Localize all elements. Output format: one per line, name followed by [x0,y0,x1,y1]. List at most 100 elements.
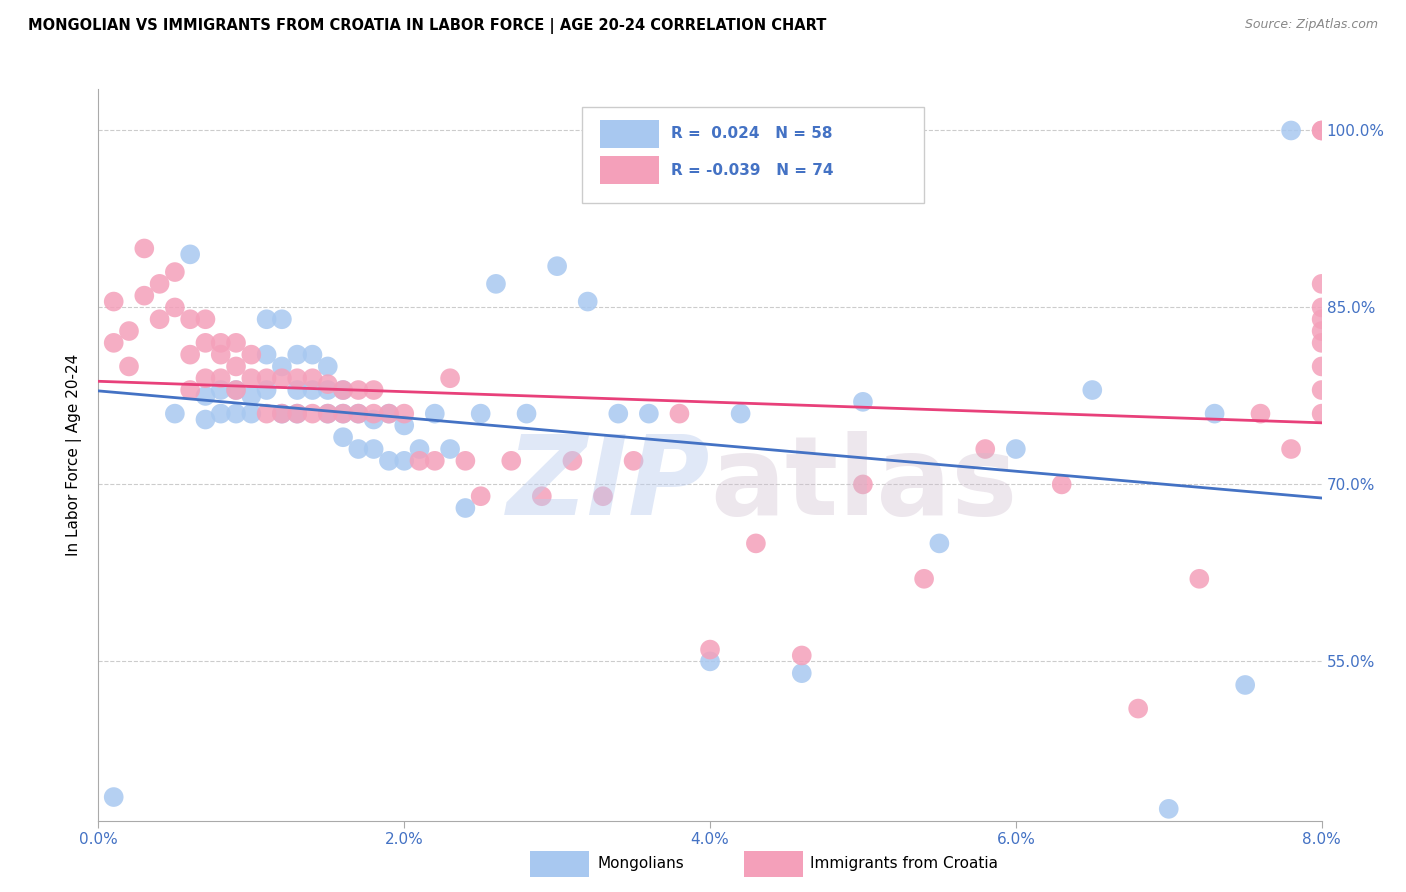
Point [163,301,186,315]
Point [285,348,308,362]
Point [240,371,263,385]
Point [1081,383,1104,397]
Point [1310,335,1333,350]
FancyBboxPatch shape [582,108,924,202]
Point [363,412,385,426]
Text: atlas: atlas [710,431,1018,538]
Point [1204,407,1226,421]
Point [270,359,294,374]
Point [592,489,614,503]
Point [149,312,172,326]
Point [1310,324,1333,338]
Point [392,418,416,433]
Point [194,312,217,326]
Point [347,442,370,456]
Point [1050,477,1073,491]
Point [332,407,354,421]
Point [316,377,339,392]
Point [301,348,323,362]
Point [790,666,813,681]
Point [332,430,354,444]
Point [470,407,492,421]
Point [423,407,446,421]
Point [637,407,661,421]
Point [392,454,416,468]
Point [256,407,278,421]
Point [285,407,308,421]
Point [1128,701,1150,715]
Point [103,335,125,350]
Point [194,412,217,426]
Point [134,288,156,302]
Point [285,383,308,397]
Point [163,407,186,421]
Point [209,371,232,385]
Text: R = -0.039   N = 74: R = -0.039 N = 74 [671,163,834,178]
Point [118,324,141,338]
Point [546,259,568,273]
Point [1310,359,1333,374]
Point [699,654,721,668]
Text: Mongolians: Mongolians [598,856,685,871]
Point [118,359,141,374]
Point [316,407,339,421]
Text: R =  0.024   N = 58: R = 0.024 N = 58 [671,127,832,141]
Point [485,277,508,291]
Point [974,442,997,456]
Point [576,294,599,309]
Point [607,407,630,421]
Point [209,335,232,350]
Point [1310,407,1333,421]
Point [225,407,247,421]
Point [852,394,875,409]
Point [454,501,477,516]
Point [194,371,217,385]
Point [1188,572,1211,586]
Point [347,407,370,421]
Text: ZIP: ZIP [506,431,710,538]
Point [623,454,645,468]
Point [270,407,294,421]
Point [852,477,875,491]
Point [103,294,125,309]
Point [163,265,186,279]
Point [423,454,446,468]
Point [912,572,935,586]
Point [256,312,278,326]
Point [439,371,461,385]
Text: MONGOLIAN VS IMMIGRANTS FROM CROATIA IN LABOR FORCE | AGE 20-24 CORRELATION CHAR: MONGOLIAN VS IMMIGRANTS FROM CROATIA IN … [28,18,827,34]
Point [225,335,247,350]
Text: Source: ZipAtlas.com: Source: ZipAtlas.com [1244,18,1378,31]
Point [1249,407,1271,421]
Point [194,335,217,350]
Point [408,442,430,456]
Point [1234,678,1257,692]
Point [285,371,308,385]
Point [378,454,401,468]
Point [209,383,232,397]
Point [270,371,294,385]
Point [408,454,430,468]
Point [209,348,232,362]
Point [332,383,354,397]
Point [1310,277,1333,291]
FancyBboxPatch shape [530,851,589,877]
Point [285,407,308,421]
Point [179,247,201,261]
Point [1310,123,1333,137]
Point [1310,312,1333,326]
Point [454,454,477,468]
Point [270,312,294,326]
Point [332,407,354,421]
Point [439,442,461,456]
Point [1310,383,1333,397]
Point [347,407,370,421]
Point [103,790,125,805]
Point [1279,123,1302,137]
Point [270,407,294,421]
FancyBboxPatch shape [600,120,658,148]
Point [1157,802,1180,816]
Point [363,407,385,421]
Point [561,454,583,468]
Point [316,359,339,374]
